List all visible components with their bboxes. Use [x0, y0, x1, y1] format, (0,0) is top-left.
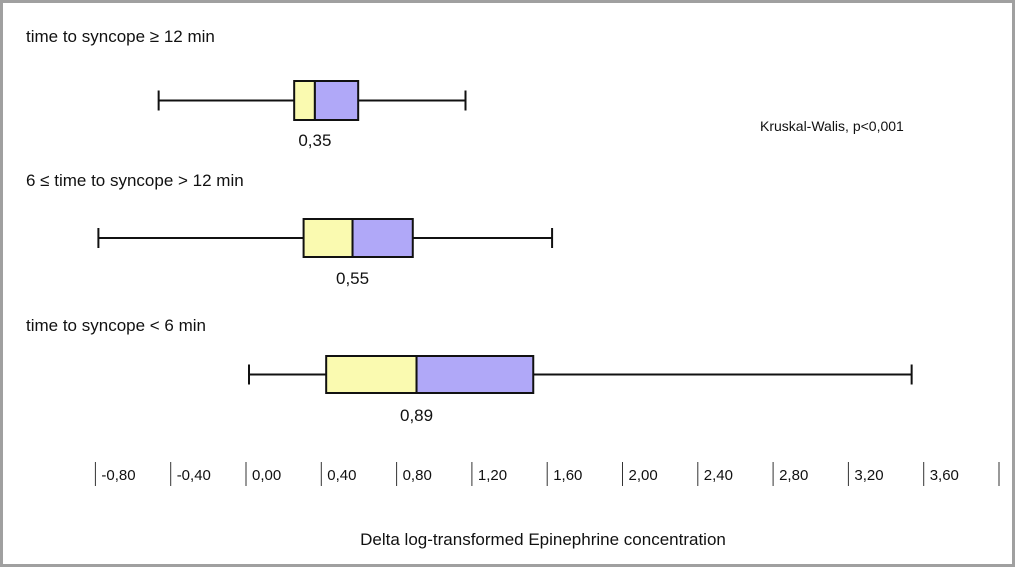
box-group: time to syncope ≥ 12 min 0,35 [26, 27, 467, 150]
box-group: time to syncope < 6 min 0,89 [26, 316, 913, 425]
box-lower-quartile [293, 80, 316, 121]
box-upper-quartile [415, 355, 535, 394]
x-axis: -0,80 -0,40 0,00 0,40 0,80 1,20 1,60 2,00 2,40 2,… [94, 462, 1000, 486]
box-groups: time to syncope ≥ 12 min 0,35 6 ≤ time to … [26, 27, 913, 425]
x-tick-label: 2,40 [704, 467, 733, 484]
x-tick-label: -0,40 [177, 467, 211, 484]
group-label: time to syncope ≥ 12 min [26, 27, 215, 46]
x-tick-label: 1,20 [478, 467, 507, 484]
x-tick-label: -0,80 [101, 467, 135, 484]
median-label: 0,35 [298, 131, 331, 150]
x-tick-label: 3,20 [854, 467, 883, 484]
box-plot-chart: time to syncope ≥ 12 min 0,35 6 ≤ time to … [26, 27, 1000, 549]
x-tick-label: 2,00 [629, 467, 658, 484]
kruskal-wallis-annotation: Kruskal-Walis, p<0,001 [760, 118, 904, 134]
x-axis-label: Delta log-transformed Epinephrine concen… [360, 530, 726, 549]
group-label: 6 ≤ time to syncope > 12 min [26, 171, 244, 190]
box-upper-quartile [313, 80, 360, 121]
x-tick-label: 1,60 [553, 467, 582, 484]
x-tick-label: 2,80 [779, 467, 808, 484]
x-tick-label: 3,60 [930, 467, 959, 484]
x-tick-label: 0,80 [403, 467, 432, 484]
median-label: 0,89 [400, 406, 433, 425]
box-group: 6 ≤ time to syncope > 12 min 0,55 [26, 171, 554, 288]
x-tick-label: 0,40 [327, 467, 356, 484]
median-label: 0,55 [336, 269, 369, 288]
group-label: time to syncope < 6 min [26, 316, 206, 335]
box-lower-quartile [302, 218, 354, 258]
box-upper-quartile [351, 218, 414, 258]
x-tick-label: 0,00 [252, 467, 281, 484]
box-lower-quartile [325, 355, 418, 394]
